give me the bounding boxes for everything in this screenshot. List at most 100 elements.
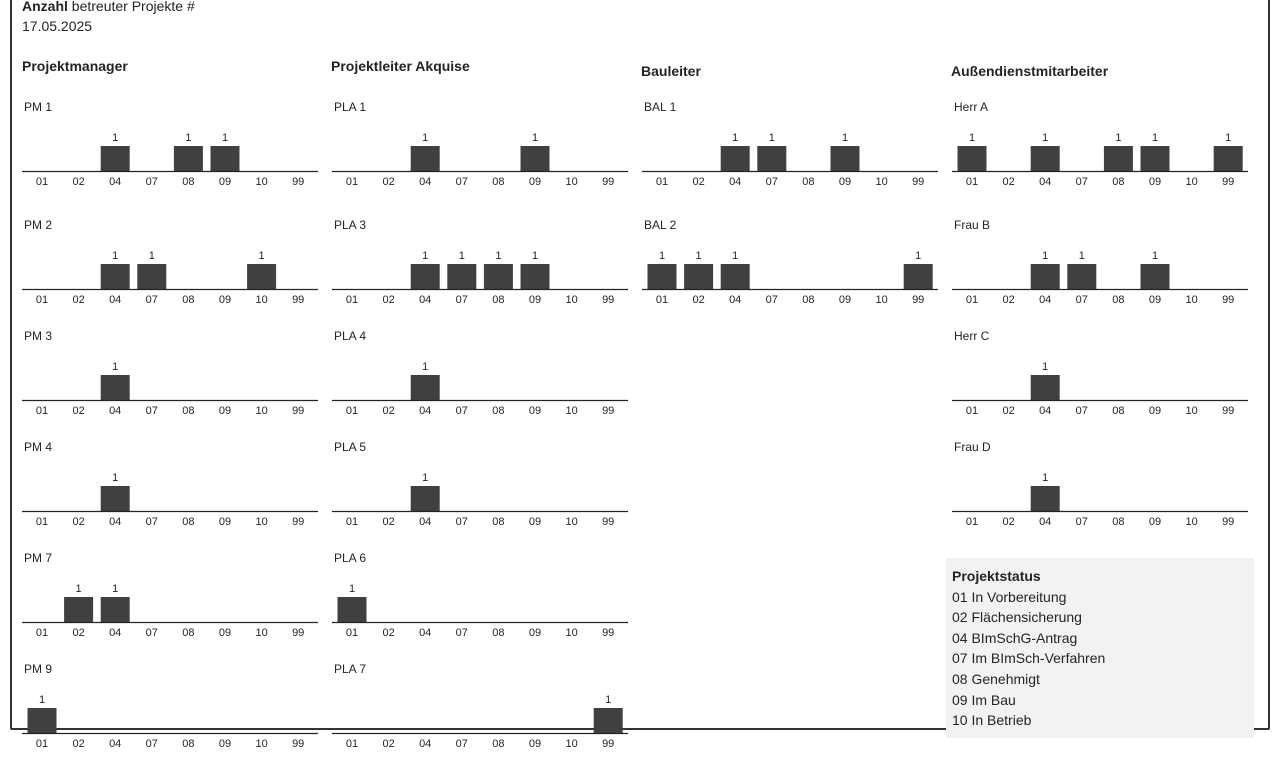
data-label: 1: [349, 583, 355, 595]
bar: [1030, 375, 1060, 400]
bar: [137, 264, 167, 289]
bar: [100, 375, 130, 400]
status-chart-panel: Frau D 01 02 1 04 07 08 09 10 99: [952, 440, 1248, 545]
tick-label: 10: [255, 176, 267, 188]
tick-label: 99: [602, 176, 614, 188]
tick-label: 02: [692, 294, 704, 306]
data-label: 1: [969, 132, 975, 144]
tick-label: 04: [729, 176, 741, 188]
tick-label: 04: [109, 738, 121, 750]
tick-label: 07: [456, 176, 468, 188]
tick-label: 10: [565, 176, 577, 188]
data-label: 1: [532, 250, 538, 262]
status-chart-panel: PLA 7 01 02 04 07 08 09 10 1 99: [332, 662, 628, 767]
bar: [1030, 486, 1060, 511]
tick-label: 08: [492, 176, 504, 188]
bar-chart: 01 02 1 04 07 08 09 10 99: [332, 361, 628, 417]
bar: [957, 146, 987, 171]
panel-title: PM 9: [24, 662, 53, 676]
tick-label: 09: [839, 176, 851, 188]
tick-label: 01: [346, 738, 358, 750]
status-chart-panel: BAL 1 01 02 1 04 1 07 08 1 09 10 99: [642, 100, 938, 205]
tick-label: 99: [602, 405, 614, 417]
bar-chart: 01 02 1 04 07 08 09 10 99: [952, 472, 1248, 528]
tick-label: 04: [419, 738, 431, 750]
panel-title: PM 1: [24, 100, 53, 114]
tick-label: 09: [219, 405, 231, 417]
panel-title: Herr C: [954, 329, 990, 343]
data-label: 1: [605, 694, 611, 706]
tick-label: 09: [1149, 516, 1161, 528]
status-chart-panel: PLA 1 01 02 1 04 07 08 1 09 10 99: [332, 100, 628, 205]
tick-label: 02: [382, 738, 394, 750]
status-chart-panel: PM 1 01 02 1 04 07 1 08 1 09 10 99: [22, 100, 318, 205]
tick-label: 08: [1112, 294, 1124, 306]
tick-label: 01: [966, 294, 978, 306]
tick-label: 99: [1222, 294, 1234, 306]
data-label: 1: [659, 250, 665, 262]
tick-label: 02: [72, 405, 84, 417]
status-chart-panel: PM 3 01 02 1 04 07 08 09 10 99: [22, 329, 318, 434]
tick-label: 10: [565, 738, 577, 750]
data-label: 1: [1079, 250, 1085, 262]
tick-label: 09: [1149, 176, 1161, 188]
report-title-bold: Anzahl: [22, 0, 68, 14]
legend-item-07: 07 Im BImSch-Verfahren: [952, 650, 1106, 667]
bar-chart: 01 02 1 04 07 08 09 10 99: [332, 472, 628, 528]
data-label: 1: [532, 132, 538, 144]
panel-title: PLA 5: [334, 440, 367, 454]
tick-label: 09: [1149, 294, 1161, 306]
tick-label: 99: [912, 294, 924, 306]
tick-label: 04: [419, 516, 431, 528]
tick-label: 07: [146, 176, 158, 188]
tick-label: 08: [182, 627, 194, 639]
status-legend: Projektstatus 01 In Vorbereitung 02 Fläc…: [946, 558, 1254, 738]
bar-chart: 01 02 1 04 1 07 08 1 09 10 99: [642, 132, 938, 188]
tick-label: 07: [146, 294, 158, 306]
data-label: 1: [112, 361, 118, 373]
bar-chart: 01 1 02 1 04 07 08 09 10 99: [22, 583, 318, 639]
tick-label: 99: [912, 176, 924, 188]
tick-label: 04: [419, 627, 431, 639]
tick-label: 01: [346, 627, 358, 639]
report-date: 17.05.2025: [22, 18, 93, 34]
status-chart-panel: PM 4 01 02 1 04 07 08 09 10 99: [22, 440, 318, 545]
tick-label: 99: [1222, 176, 1234, 188]
tick-label: 01: [36, 738, 48, 750]
data-label: 1: [732, 132, 738, 144]
panel-title: PM 2: [24, 218, 53, 232]
panel-title: PLA 7: [334, 662, 367, 676]
bar: [1213, 146, 1243, 171]
bar-chart: 01 02 1 04 1 07 1 08 1 09 10 99: [332, 250, 628, 306]
tick-label: 10: [1185, 176, 1197, 188]
tick-label: 02: [72, 176, 84, 188]
tick-label: 99: [292, 405, 304, 417]
tick-label: 09: [1149, 405, 1161, 417]
tick-label: 09: [839, 294, 851, 306]
panel-title: BAL 2: [644, 218, 677, 232]
status-chart-panel: Herr A 1 01 02 1 04 07 1 08 1 09 10 1 99: [952, 100, 1248, 205]
bar: [64, 597, 94, 622]
tick-label: 10: [565, 627, 577, 639]
tick-label: 08: [492, 516, 504, 528]
data-label: 1: [112, 250, 118, 262]
tick-label: 07: [456, 738, 468, 750]
data-label: 1: [422, 132, 428, 144]
bar: [903, 264, 933, 289]
tick-label: 01: [346, 405, 358, 417]
tick-label: 07: [456, 294, 468, 306]
tick-label: 01: [966, 176, 978, 188]
tick-label: 09: [219, 176, 231, 188]
tick-label: 01: [656, 294, 668, 306]
bar: [830, 146, 860, 171]
legend-item-08: 08 Genehmigt: [952, 670, 1040, 687]
data-label: 1: [459, 250, 465, 262]
tick-label: 02: [1002, 516, 1014, 528]
bar-chart: 01 02 1 04 07 08 1 09 10 99: [332, 132, 628, 188]
tick-label: 08: [1112, 176, 1124, 188]
data-label: 1: [259, 250, 265, 262]
data-label: 1: [495, 250, 501, 262]
bar-chart: 01 02 1 04 07 08 09 10 99: [22, 472, 318, 528]
tick-label: 02: [72, 627, 84, 639]
bar: [720, 264, 750, 289]
